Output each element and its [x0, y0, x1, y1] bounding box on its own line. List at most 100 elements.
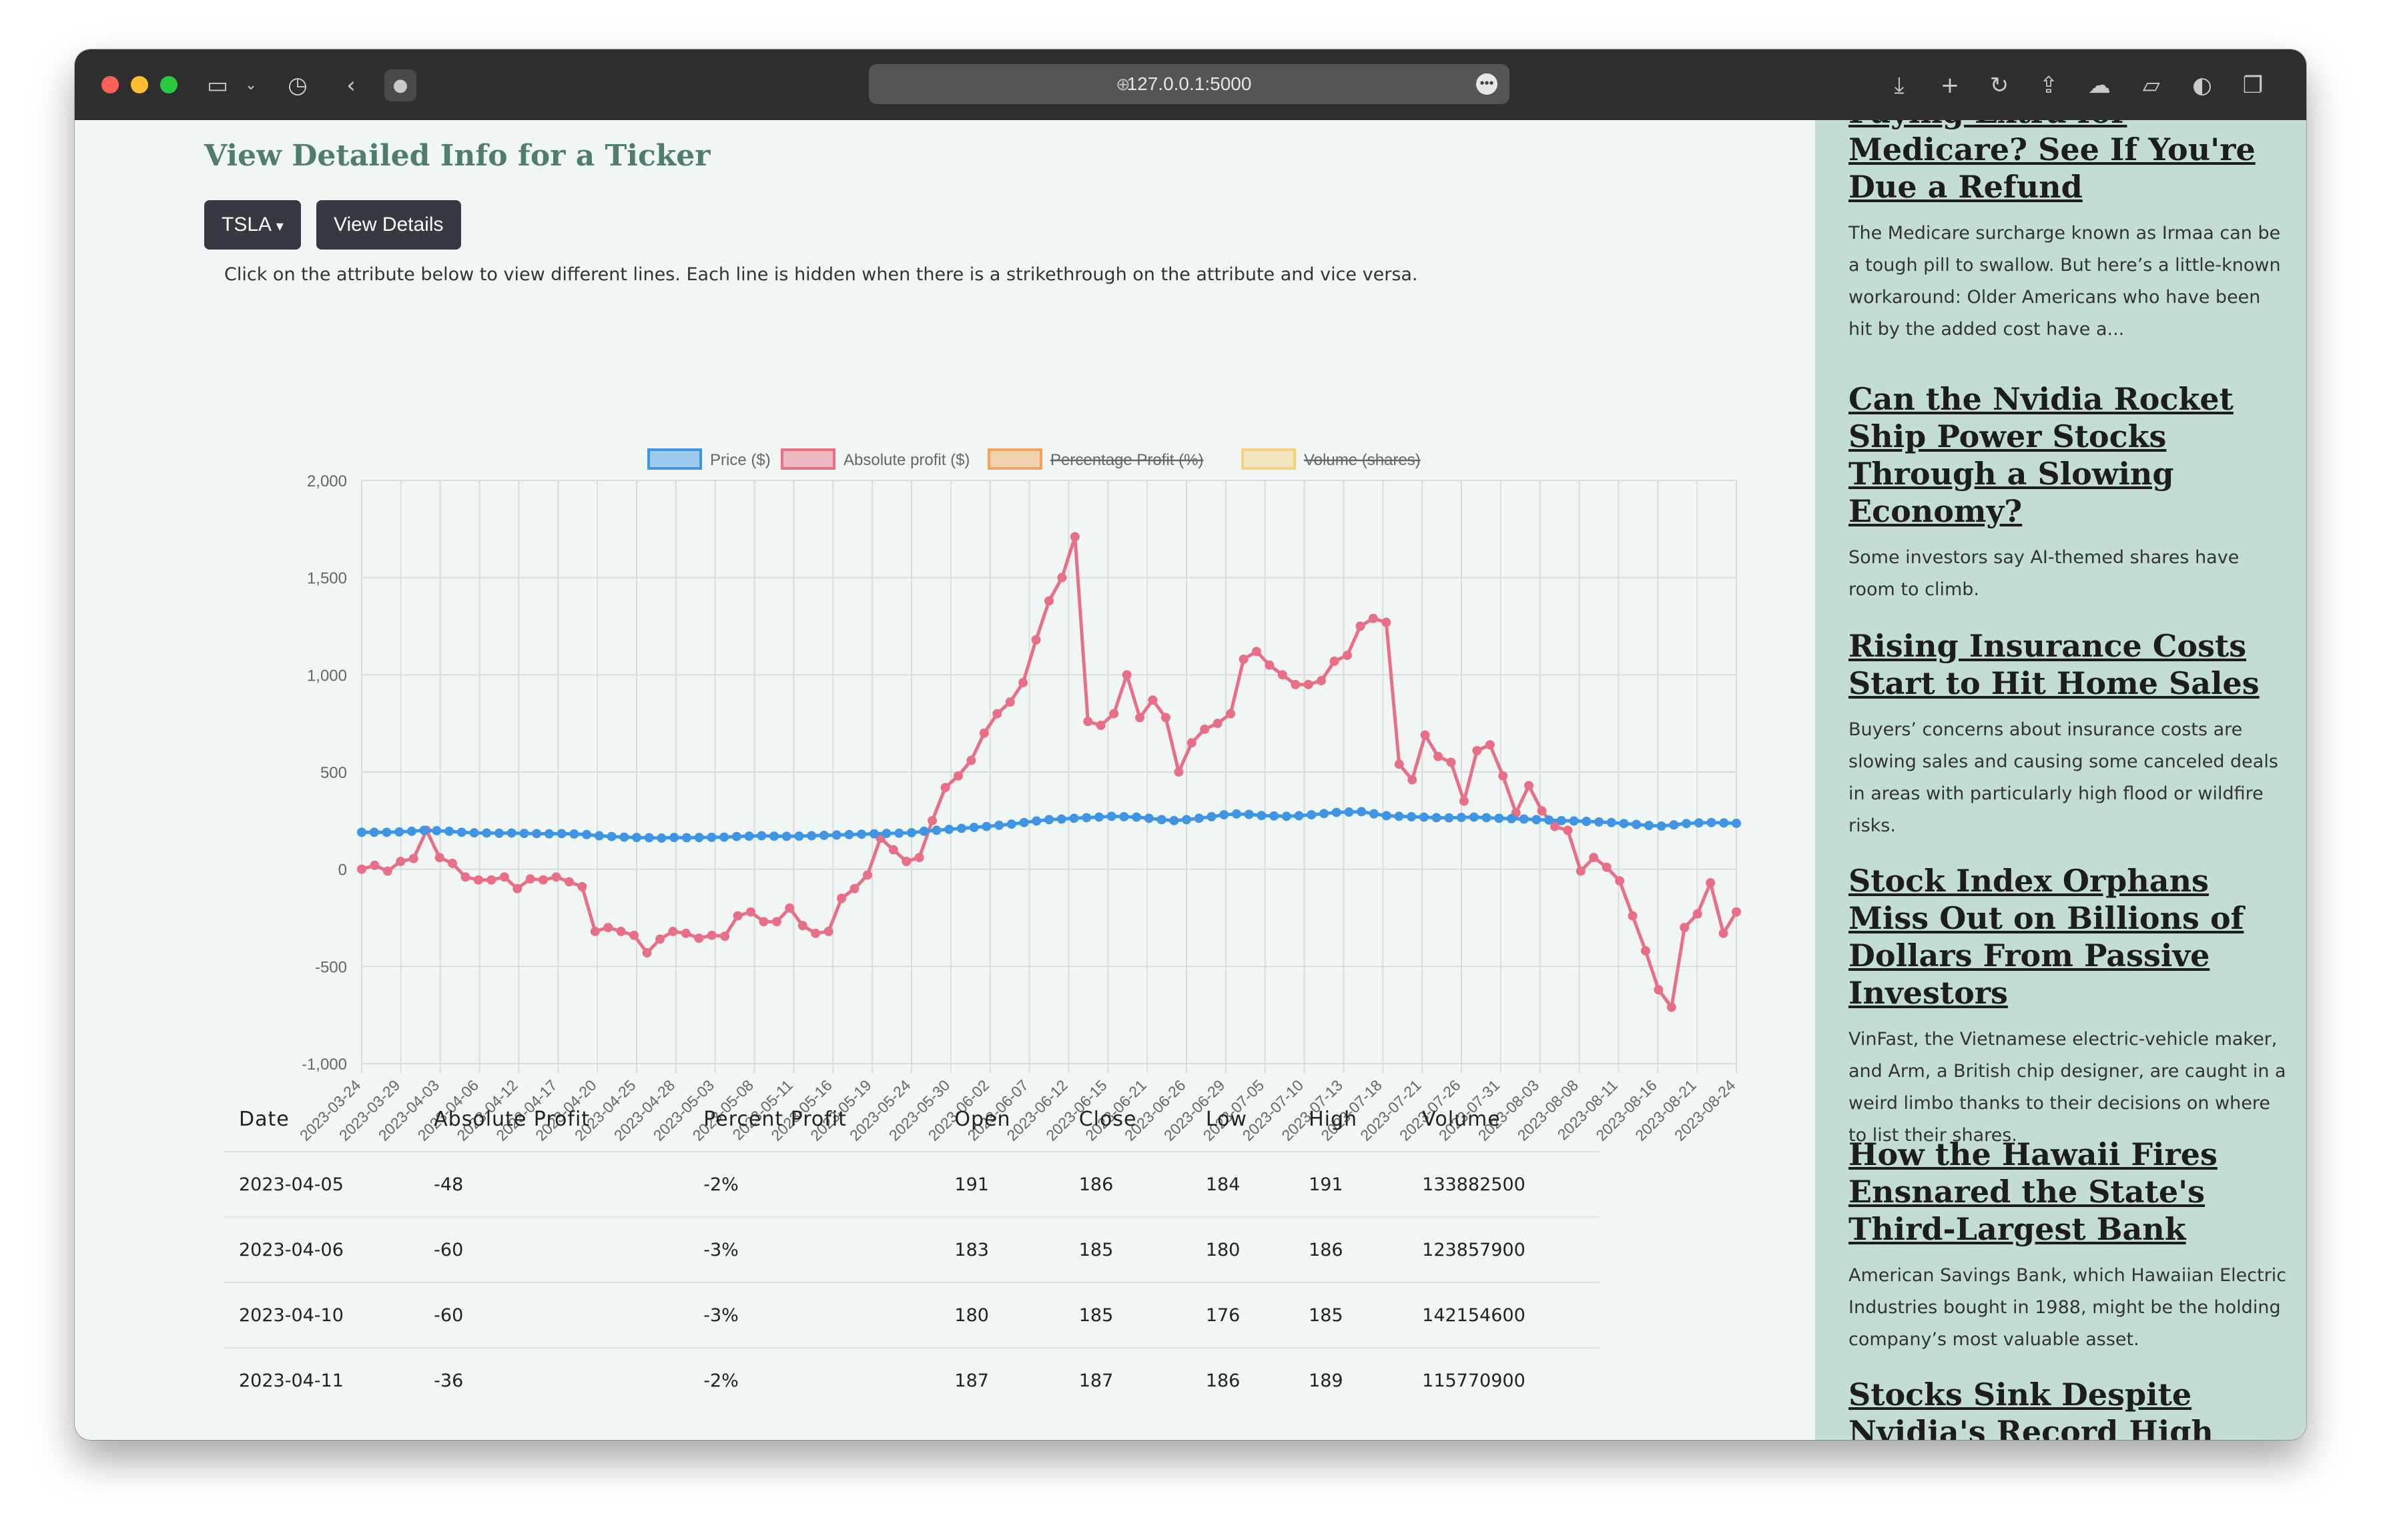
legend-item-label[interactable]: Volume (shares) — [1304, 451, 1421, 469]
price-point[interactable] — [532, 829, 542, 839]
news-headline-link[interactable]: How the Hawaii Fires Ensnared the State'… — [1848, 1136, 2218, 1247]
price-point[interactable] — [831, 830, 841, 840]
absolute-profit-point[interactable] — [771, 917, 781, 927]
price-point[interactable] — [1307, 810, 1317, 820]
legend-item-label[interactable]: Percentage Profit (%) — [1050, 451, 1203, 469]
price-point[interactable] — [1732, 818, 1741, 828]
absolute-profit-point[interactable] — [928, 815, 938, 825]
price-point[interactable] — [1481, 813, 1491, 823]
price-point[interactable] — [1032, 816, 1042, 826]
absolute-profit-point[interactable] — [1472, 745, 1482, 755]
more-options-icon[interactable]: ••• — [1476, 73, 1497, 95]
price-point[interactable] — [494, 828, 504, 838]
absolute-profit-point[interactable] — [1666, 1002, 1676, 1012]
price-point[interactable] — [557, 829, 567, 839]
price-point[interactable] — [1019, 817, 1029, 827]
price-point[interactable] — [1119, 812, 1129, 822]
price-point[interactable] — [1419, 812, 1429, 822]
absolute-profit-point[interactable] — [1576, 866, 1586, 876]
history-icon[interactable]: ◷ — [288, 72, 308, 99]
price-point[interactable] — [1194, 813, 1204, 823]
view-details-button[interactable]: View Details — [316, 200, 461, 250]
tabs-overview-icon[interactable]: ❐ — [2242, 72, 2264, 99]
price-point[interactable] — [944, 824, 954, 834]
absolute-profit-point[interactable] — [1563, 825, 1573, 835]
price-point[interactable] — [869, 829, 879, 839]
absolute-profit-point[interactable] — [1355, 621, 1365, 631]
price-point[interactable] — [1281, 811, 1291, 821]
absolute-profit-point[interactable] — [499, 872, 509, 882]
absolute-profit-point[interactable] — [1459, 796, 1469, 806]
price-point[interactable] — [1494, 813, 1504, 823]
absolute-profit-point[interactable] — [1291, 679, 1301, 689]
price-point[interactable] — [844, 829, 854, 839]
absolute-profit-point[interactable] — [1160, 713, 1170, 723]
price-point[interactable] — [506, 828, 517, 838]
price-point[interactable] — [1532, 815, 1542, 825]
price-point[interactable] — [1381, 811, 1391, 821]
absolute-profit-point[interactable] — [603, 923, 613, 933]
absolute-profit-point[interactable] — [1524, 781, 1534, 791]
price-point[interactable] — [932, 825, 942, 835]
absolute-profit-point[interactable] — [1251, 647, 1261, 657]
sidebar-toggle-icon[interactable]: ▭ — [206, 72, 229, 99]
price-point[interactable] — [1619, 819, 1629, 829]
chevron-down-icon[interactable]: ⌄ — [244, 77, 258, 93]
price-point[interactable] — [607, 831, 617, 841]
price-point[interactable] — [1444, 813, 1454, 823]
price-point[interactable] — [769, 831, 779, 841]
absolute-profit-point[interactable] — [823, 926, 833, 936]
absolute-profit-point[interactable] — [992, 709, 1002, 719]
absolute-profit-point[interactable] — [746, 907, 756, 917]
price-point[interactable] — [1357, 807, 1367, 817]
price-point[interactable] — [382, 827, 392, 837]
absolute-profit-point[interactable] — [888, 845, 898, 855]
absolute-profit-point[interactable] — [1239, 655, 1249, 665]
price-point[interactable] — [594, 831, 604, 841]
price-point[interactable] — [569, 829, 579, 839]
absolute-profit-point[interactable] — [1174, 767, 1184, 777]
zoom-window-button[interactable] — [160, 76, 178, 93]
absolute-profit-point[interactable] — [1342, 651, 1352, 661]
price-point[interactable] — [1519, 814, 1529, 824]
price-point[interactable] — [1369, 809, 1379, 819]
absolute-profit-point[interactable] — [966, 755, 976, 765]
price-point[interactable] — [1606, 817, 1616, 827]
price-point[interactable] — [857, 829, 867, 839]
price-point[interactable] — [1094, 812, 1104, 822]
price-point[interactable] — [719, 832, 729, 842]
absolute-profit-point[interactable] — [668, 926, 678, 936]
absolute-profit-point[interactable] — [1277, 670, 1287, 680]
news-headline-link[interactable]: Can the Nvidia Rocket Ship Power Stocks … — [1848, 381, 2234, 529]
ruler-icon[interactable]: ▱ — [2142, 72, 2161, 99]
absolute-profit-point[interactable] — [1485, 740, 1495, 750]
price-point[interactable] — [1544, 815, 1554, 825]
price-point[interactable] — [757, 831, 767, 841]
absolute-profit-point[interactable] — [1005, 697, 1015, 707]
absolute-profit-point[interactable] — [1394, 759, 1404, 769]
absolute-profit-point[interactable] — [1329, 656, 1339, 666]
absolute-profit-point[interactable] — [707, 930, 717, 940]
ticker-dropdown[interactable]: TSLA ▾ — [204, 200, 301, 250]
new-tab-icon[interactable]: + — [1940, 72, 1960, 99]
price-point[interactable] — [1044, 815, 1054, 825]
absolute-profit-point[interactable] — [1628, 911, 1638, 921]
price-point[interactable] — [1344, 807, 1354, 817]
absolute-profit-point[interactable] — [811, 928, 821, 938]
absolute-profit-point[interactable] — [720, 931, 730, 941]
price-point[interactable] — [819, 830, 829, 840]
price-point[interactable] — [1294, 811, 1304, 821]
price-point[interactable] — [1569, 816, 1579, 826]
price-point[interactable] — [794, 831, 804, 841]
absolute-profit-point[interactable] — [1317, 676, 1327, 686]
absolute-profit-point[interactable] — [616, 926, 626, 936]
price-point[interactable] — [1407, 812, 1417, 822]
news-headline-link[interactable]: Rising Insurance Costs Start to Hit Home… — [1848, 628, 2260, 701]
absolute-profit-point[interactable] — [837, 893, 847, 903]
price-point[interactable] — [1069, 813, 1079, 823]
price-point[interactable] — [1056, 814, 1066, 824]
legend-swatch[interactable] — [1241, 448, 1296, 470]
absolute-profit-point[interactable] — [655, 934, 665, 944]
address-bar[interactable]: ⊕ 127.0.0.1:5000 ••• — [869, 64, 1509, 104]
absolute-profit-point[interactable] — [1303, 679, 1313, 689]
